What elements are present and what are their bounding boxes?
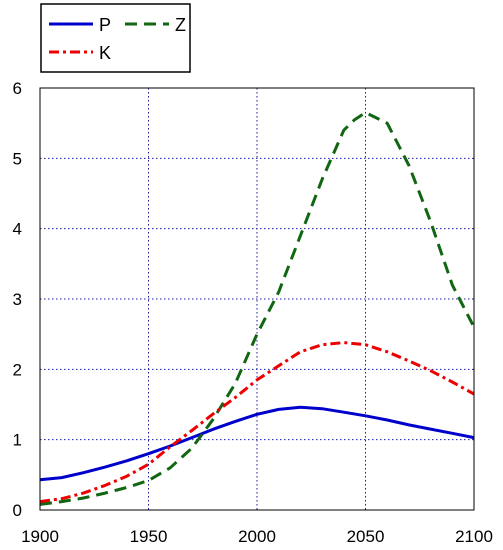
series-line-k [39,341,475,504]
y-axis: 0 1 2 3 4 5 6 [13,79,22,520]
grid-lines [40,88,474,510]
series-line-p [39,405,475,482]
x-axis: 1900 1950 2000 2050 2100 [21,527,493,546]
x-tick-label-2000: 2000 [238,527,276,546]
y-tick-label-2: 2 [13,360,22,379]
legend-label-k: K [99,43,111,63]
series-line-z [39,111,476,506]
series-layer [39,111,476,506]
legend-label-z: Z [175,15,186,35]
y-tick-label-6: 6 [13,79,22,98]
y-tick-label-5: 5 [13,149,22,168]
x-tick-label-1950: 1950 [130,527,168,546]
legend: P Z K [40,3,191,73]
y-tick-label-1: 1 [13,431,22,450]
x-tick-label-1900: 1900 [21,527,59,546]
y-tick-label-0: 0 [13,501,22,520]
y-tick-label-4: 4 [13,220,22,239]
x-tick-label-2050: 2050 [347,527,385,546]
x-tick-label-2100: 2100 [455,527,493,546]
y-tick-label-3: 3 [13,290,22,309]
legend-label-p: P [99,15,111,35]
plot-frame [39,87,475,511]
legend-box [40,3,191,73]
